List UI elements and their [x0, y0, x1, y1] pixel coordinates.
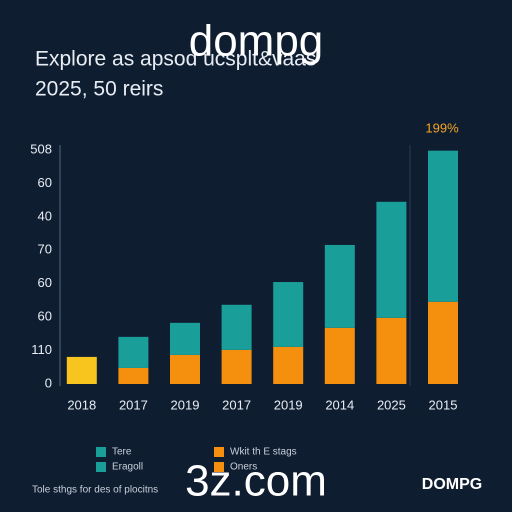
- bar-segment: [118, 336, 149, 368]
- legend-swatch: [214, 447, 224, 457]
- legend-swatch: [214, 462, 224, 472]
- y-tick-label: 60: [38, 309, 52, 324]
- x-tick-label: 2025: [377, 397, 406, 412]
- x-tick-label: 2017: [119, 397, 148, 412]
- y-tick-label: 60: [38, 275, 52, 290]
- x-tick-label: 2014: [325, 397, 354, 412]
- y-tick-label: 40: [38, 208, 52, 223]
- bar-segment: [376, 317, 407, 384]
- annotation: 199%: [425, 120, 459, 135]
- bar-segment: [66, 356, 97, 384]
- y-tick-label: 508: [30, 141, 52, 156]
- x-tick-label: 2018: [67, 397, 96, 412]
- bar-segment: [273, 346, 304, 384]
- y-tick-label: 110: [31, 342, 52, 357]
- bar-segment: [221, 304, 252, 350]
- y-tick-label: 0: [45, 375, 52, 390]
- legend-label: Tere: [112, 447, 132, 458]
- bar-segment: [170, 322, 200, 355]
- legend-label: Eragoll: [112, 462, 143, 473]
- bar-segment: [428, 301, 458, 384]
- footer: Tole sthgs for des of plocitns: [32, 485, 158, 496]
- legend-swatch: [96, 462, 106, 472]
- legend-label: Oners: [230, 462, 257, 473]
- y-tick-label: 60: [38, 175, 52, 190]
- legend-swatch: [96, 447, 106, 457]
- watermark: dompg: [189, 17, 324, 66]
- bar-segment: [118, 367, 149, 384]
- chart-subtitle: 2025, 50 reirs: [35, 78, 163, 101]
- legend-label: Wkit th E stags: [230, 447, 297, 458]
- bar-segment: [273, 282, 304, 347]
- watermark: 3z.com: [185, 457, 327, 506]
- x-tick-label: 2019: [274, 397, 303, 412]
- bar-segment: [324, 327, 355, 384]
- bar-segment: [428, 150, 458, 302]
- logo: DOMPG: [422, 476, 482, 493]
- x-tick-label: 2015: [429, 397, 458, 412]
- x-tick-label: 2017: [222, 397, 251, 412]
- y-tick-label: 70: [38, 242, 52, 257]
- bar-segment: [324, 244, 355, 328]
- x-tick-label: 2019: [171, 397, 200, 412]
- chart-title: Explore as apsod ucsplt&vaas: [35, 48, 316, 71]
- bar-segment: [376, 201, 407, 318]
- bar-segment: [170, 354, 200, 384]
- bar-segment: [221, 349, 252, 384]
